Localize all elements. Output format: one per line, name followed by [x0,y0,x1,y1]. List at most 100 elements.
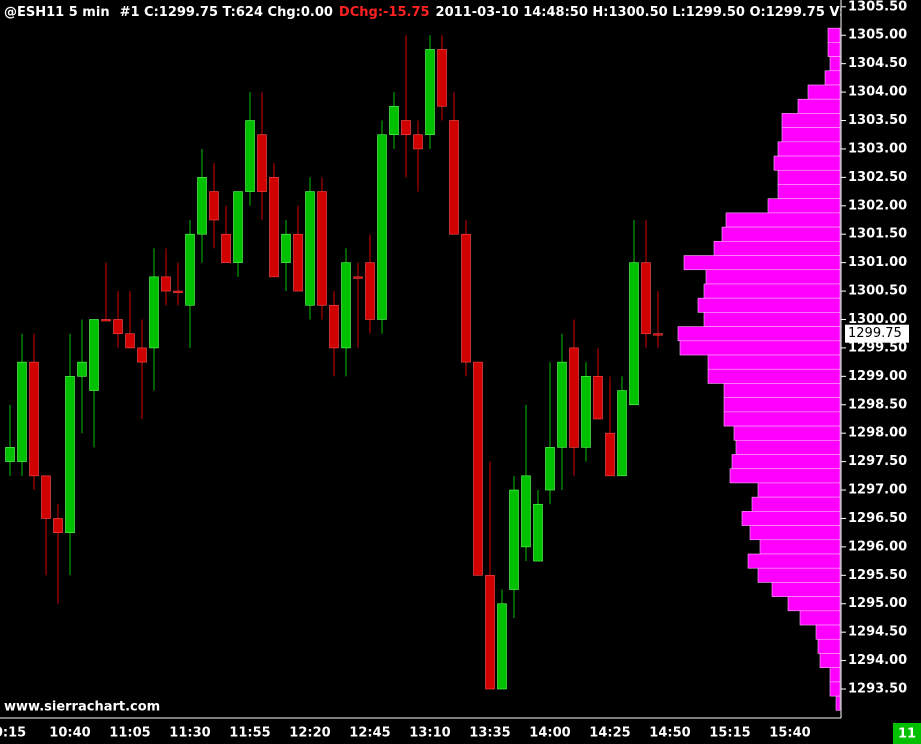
x-tick-label: 11:55 [229,726,270,741]
profile-bar [679,340,841,356]
profile-bar [759,539,841,555]
candle-body [605,432,615,477]
profile-bar [777,184,841,199]
profile-bar [721,226,841,242]
profile-bar [781,113,841,128]
y-tick-label: 1301.50 [848,227,907,242]
header-symbol: @ESH11 5 min [4,5,110,20]
profile-bar [767,198,841,214]
profile-bar [799,610,841,626]
x-tick-label: 15:15 [709,726,750,741]
candle-body [545,447,555,491]
profile-bar [757,482,841,498]
plot-area [5,27,841,711]
candle-body [425,49,435,136]
header-stats: #1 C:1299.75 T:624 Chg:0.00 [120,5,333,20]
profile-bar [829,681,841,697]
x-tick-label: 13:10 [409,726,450,741]
x-tick-label: 0:15 [0,726,26,741]
candle-body [125,333,135,349]
x-tick-label: 12:20 [289,726,330,741]
y-tick-label: 1303.00 [848,141,907,156]
profile-bar [729,468,841,484]
profile-bar [787,596,841,612]
y-tick-label: 1297.00 [848,483,907,498]
y-tick-label: 1302.00 [848,198,907,213]
profile-bar [723,397,841,413]
y-tick-label: 1299.00 [848,369,907,384]
candle-body [77,361,87,377]
y-tick-label: 1295.00 [848,596,907,611]
profile-bar [751,496,841,512]
profile-bar [683,255,841,271]
candle-body [509,489,519,590]
candle-body [185,233,195,306]
candle-body [413,134,423,150]
profile-bar [749,525,841,541]
profile-bar [741,511,841,526]
candle-body [653,333,663,336]
candle-body [521,475,531,548]
profile-bar [827,27,841,43]
profile-bar [697,297,841,313]
header: @ESH11 5 min #1 C:1299.75 T:624 Chg:0.00 D… [4,5,853,20]
y-tick-label: 1302.50 [848,170,907,185]
candle-body [389,106,399,136]
last-price-label: 1299.75 [848,326,902,341]
candle-body [449,120,459,235]
y-tick-label: 1305.00 [848,28,907,43]
candle-body [29,361,39,477]
profile-bar [703,312,841,327]
candle-body [473,361,483,576]
candle-body [233,191,243,263]
profile-bar [807,84,841,100]
y-tick-label: 1296.50 [848,511,907,526]
candle-body [257,134,267,192]
profile-bar [703,283,841,299]
candle-body [305,191,315,306]
y-tick-label: 1294.50 [848,625,907,640]
y-tick-label: 1301.00 [848,255,907,270]
header-details: 2011-03-10 14:48:50 H:1300.50 L:1299.50 … [436,5,854,20]
candle-body [197,177,207,235]
candle-body [353,276,363,279]
candle-body [461,233,471,363]
candle-body [329,304,339,349]
profile-bar [725,212,841,228]
candle-body [173,290,183,293]
x-tick-label: 14:25 [589,726,630,741]
y-axis-panel [841,0,921,744]
candle-body [437,49,447,107]
candle-body [497,603,507,690]
profile-bar [723,411,841,427]
candle-body [317,191,327,306]
candle-body [17,361,27,462]
candle-body [365,262,375,320]
candle-body [557,361,567,448]
x-tick-label: 15:40 [769,726,810,741]
x-tick-label: 14:50 [649,726,690,741]
watermark: www.sierrachart.com [4,700,160,715]
y-tick-label: 1300.00 [848,312,907,327]
x-tick-label: 12:45 [349,726,390,741]
header-daily-change: DChg:-15.75 [339,5,430,20]
candle-body [149,276,159,349]
candle-body [65,376,75,533]
candle-body [245,120,255,192]
candle-body [281,233,291,263]
badge-box [893,723,921,744]
candle-body [89,319,99,391]
profile-bar [777,169,841,185]
profile-bar [829,667,841,683]
profile-bar [733,425,841,441]
candle-body [41,475,51,519]
profile-bar [713,241,841,256]
x-tick-label: 10:40 [49,726,90,741]
candle-body [293,233,303,292]
profile-bar [771,582,841,597]
badge: 11 [898,727,916,742]
profile-bar [827,42,841,57]
candle-body [569,347,579,448]
